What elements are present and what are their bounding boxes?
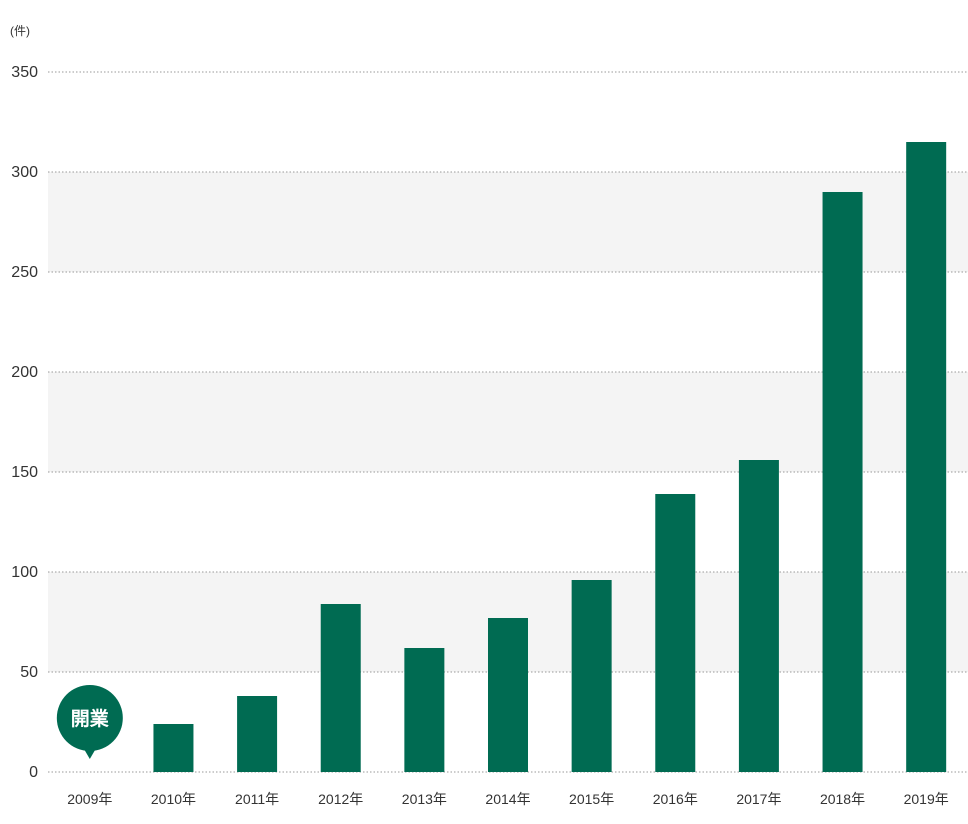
y-tick-label: 300 bbox=[11, 164, 38, 181]
annotation-marker bbox=[56, 685, 123, 751]
annotation-label: 開業 bbox=[71, 707, 110, 730]
bar bbox=[320, 604, 361, 772]
x-tick-label: 2018年 bbox=[820, 791, 865, 807]
bar bbox=[488, 618, 528, 772]
x-tick-label: 2016年 bbox=[653, 791, 698, 807]
x-tick-label: 2017年 bbox=[736, 791, 781, 807]
y-tick-label: 100 bbox=[11, 564, 38, 581]
y-unit-label: (件) bbox=[10, 24, 30, 38]
x-tick-label: 2012年 bbox=[318, 791, 363, 807]
x-tick-label: 2019年 bbox=[904, 791, 949, 807]
background-band bbox=[48, 372, 968, 472]
y-tick-label: 150 bbox=[11, 464, 38, 481]
background-band bbox=[48, 172, 968, 272]
x-tick-label: 2010年 bbox=[151, 791, 196, 807]
bar bbox=[571, 580, 612, 772]
bar bbox=[153, 724, 194, 772]
bar bbox=[822, 192, 863, 772]
bar bbox=[738, 460, 779, 772]
x-tick-label: 2015年 bbox=[569, 791, 614, 807]
y-tick-label: 200 bbox=[11, 364, 38, 381]
x-tick-label: 2013年 bbox=[402, 791, 447, 807]
bar bbox=[404, 648, 445, 772]
annotation-pointer bbox=[82, 747, 97, 759]
y-tick-label: 350 bbox=[11, 64, 38, 81]
y-tick-label: 50 bbox=[20, 664, 38, 681]
x-tick-label: 2009年 bbox=[67, 791, 112, 807]
y-tick-label: 0 bbox=[29, 764, 38, 781]
x-tick-label: 2011年 bbox=[235, 791, 279, 807]
x-tick-label: 2014年 bbox=[485, 791, 530, 807]
y-tick-label: 250 bbox=[11, 264, 38, 281]
bar bbox=[655, 494, 696, 772]
bar bbox=[906, 142, 947, 772]
bar bbox=[237, 696, 278, 772]
